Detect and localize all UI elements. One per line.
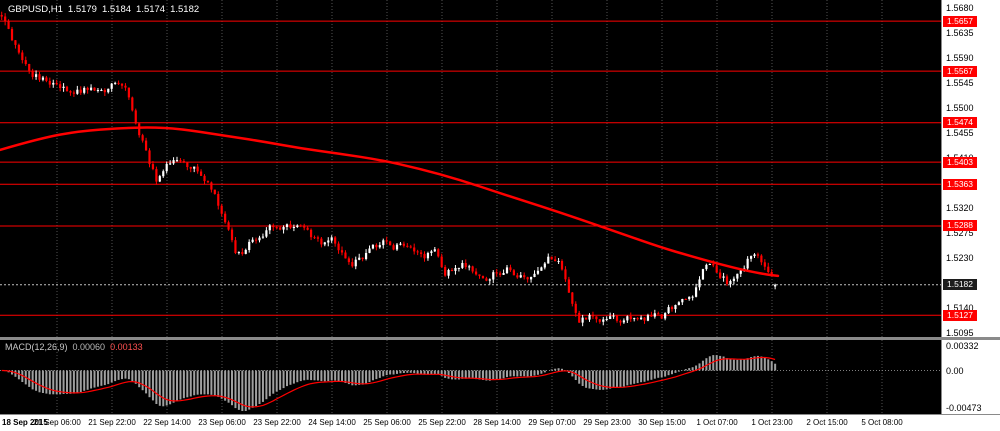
macd-histogram — [4, 355, 777, 411]
level-price-badge: 1.5288 — [943, 220, 977, 231]
level-price-badge: 1.5403 — [943, 157, 977, 168]
time-axis-label: 21 Sep 06:00 — [33, 418, 81, 427]
macd-tick-label: -0.00473 — [946, 403, 982, 413]
ohlc-close: 1.5182 — [170, 4, 200, 15]
macd-signal-line — [1, 356, 776, 408]
price-tick-label: 1.5545 — [946, 78, 974, 88]
macd-name: MACD(12,26,9) — [5, 342, 68, 352]
price-tick-label: 1.5095 — [946, 328, 974, 338]
time-axis-label: 23 Sep 22:00 — [253, 418, 301, 427]
macd-main-value: 0.00060 — [72, 342, 106, 352]
macd-chart[interactable] — [0, 340, 941, 414]
current-price-badge: 1.5182 — [943, 279, 977, 290]
price-tick-label: 1.5275 — [946, 228, 974, 238]
pane-divider[interactable] — [0, 337, 1000, 340]
time-axis-label: 24 Sep 14:00 — [308, 418, 356, 427]
price-tick-label: 1.5635 — [946, 28, 974, 38]
macd-signal-value: 0.00133 — [110, 342, 143, 352]
main-chart-pane[interactable]: GBPUSD,H1 1.5179 1.5184 1.5174 1.5182 — [0, 0, 941, 337]
price-tick-label: 1.5140 — [946, 303, 974, 313]
time-axis-label: 1 Oct 23:00 — [751, 418, 793, 427]
time-axis-label: 22 Sep 14:00 — [143, 418, 191, 427]
price-tick-label: 1.5230 — [946, 253, 974, 263]
ohlc-open: 1.5179 — [67, 4, 97, 15]
price-tick-label: 1.5590 — [946, 53, 974, 63]
time-axis-label: 30 Sep 15:00 — [638, 418, 686, 427]
time-axis-label: 23 Sep 06:00 — [198, 418, 246, 427]
time-axis-label: 28 Sep 14:00 — [473, 418, 521, 427]
candles-layer — [0, 11, 777, 327]
price-tick-label: 1.5680 — [946, 3, 974, 13]
macd-indicator-pane[interactable]: MACD(12,26,9) 0.00060 0.00133 — [0, 340, 941, 414]
time-axis-label: 25 Sep 06:00 — [363, 418, 411, 427]
level-price-badge: 1.5657 — [943, 16, 977, 27]
symbol-timeframe-label: GBPUSD,H1 — [8, 4, 63, 15]
macd-tick-label: 0.00 — [946, 366, 964, 376]
level-price-badge: 1.5363 — [943, 179, 977, 190]
macd-tick-label: 0.00332 — [946, 341, 979, 351]
moving-average-line — [0, 126, 780, 278]
time-axis-label: 21 Sep 22:00 — [88, 418, 136, 427]
level-price-badge: 1.5474 — [943, 117, 977, 128]
macd-indicator-label: MACD(12,26,9) 0.00060 0.00133 — [5, 342, 143, 352]
time-axis-label: 5 Oct 08:00 — [861, 418, 903, 427]
level-price-badge: 1.5127 — [943, 310, 977, 321]
time-axis-label: 29 Sep 23:00 — [583, 418, 631, 427]
chart-title: GBPUSD,H1 1.5179 1.5184 1.5174 1.5182 — [8, 4, 204, 15]
price-tick-label: 1.5500 — [946, 103, 974, 113]
ohlc-low: 1.5174 — [136, 4, 166, 15]
candlestick-chart[interactable] — [0, 0, 941, 337]
time-axis-label: 29 Sep 07:00 — [528, 418, 576, 427]
time-axis-label: 1 Oct 07:00 — [696, 418, 738, 427]
level-price-badge: 1.5567 — [943, 66, 977, 77]
price-tick-label: 1.5320 — [946, 203, 974, 213]
ohlc-high: 1.5184 — [101, 4, 132, 15]
time-axis-label: 2 Oct 15:00 — [806, 418, 848, 427]
time-axis-label: 18 Sep 2015 — [2, 418, 48, 427]
price-axis[interactable]: 1.56801.56351.55901.55451.55001.54551.54… — [941, 0, 1000, 414]
time-axis-label: 25 Sep 22:00 — [418, 418, 466, 427]
time-axis[interactable]: 18 Sep 2015 21 Sep 06:00 21 Sep 22:00 22 Se… — [0, 414, 1000, 431]
price-tick-label: 1.5455 — [946, 128, 974, 138]
